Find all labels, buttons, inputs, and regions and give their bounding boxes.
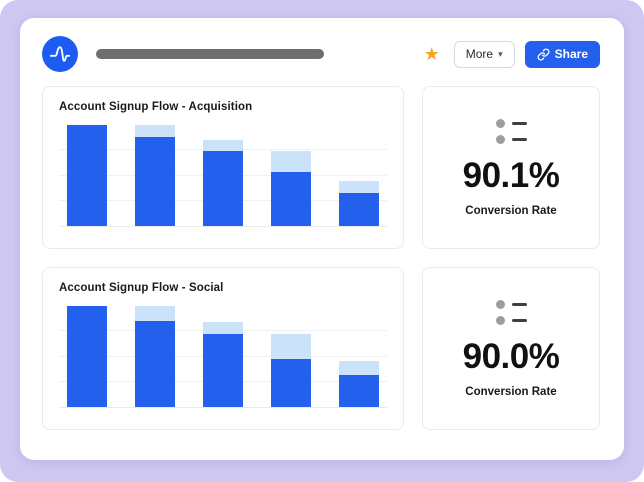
more-button-label: More — [465, 47, 494, 61]
metric-panel-acquisition[interactable]: 90.1% Conversion Rate — [422, 86, 600, 249]
funnel-bar[interactable] — [67, 125, 107, 226]
metric-legend — [495, 118, 527, 144]
legend-dash-icon — [511, 302, 527, 306]
funnel-chart — [59, 125, 387, 227]
funnel-bar[interactable] — [203, 306, 243, 407]
chart-panel-acquisition[interactable]: Account Signup Flow - Acquisition — [42, 86, 404, 249]
bar-converted-segment — [67, 125, 107, 226]
share-button[interactable]: Share — [524, 40, 600, 68]
share-button-label: Share — [554, 47, 588, 61]
funnel-bar[interactable] — [135, 125, 175, 226]
funnel-bar[interactable] — [271, 306, 311, 407]
funnel-bar[interactable] — [271, 125, 311, 226]
funnel-bars — [59, 306, 387, 407]
bar-converted-segment — [271, 172, 311, 226]
funnel-chart — [59, 306, 387, 408]
legend-dash-icon — [511, 137, 527, 141]
bar-converted-segment — [203, 334, 243, 407]
conversion-rate-value: 90.1% — [462, 155, 560, 195]
amplitude-logo-icon[interactable] — [42, 36, 78, 72]
legend-dot-icon — [495, 299, 505, 309]
dashboard-title-placeholder — [96, 49, 324, 59]
bar-converted-segment — [67, 306, 107, 407]
bar-converted-segment — [339, 192, 379, 226]
dashboard-card: ★ More ▾ Share Account Signup Flow - Acq… — [20, 18, 624, 460]
funnel-bar[interactable] — [203, 125, 243, 226]
metric-legend — [495, 299, 527, 325]
link-icon — [537, 47, 550, 61]
funnel-bar[interactable] — [339, 125, 379, 226]
chart-panel-social[interactable]: Account Signup Flow - Social — [42, 267, 404, 430]
dashboard-row: Account Signup Flow - Acquisition — [42, 86, 600, 249]
dashboard-row: Account Signup Flow - Social — [42, 267, 600, 430]
funnel-bar[interactable] — [67, 306, 107, 407]
header: ★ More ▾ Share — [20, 18, 624, 86]
bar-converted-segment — [271, 358, 311, 407]
logo-wave-icon — [49, 46, 71, 62]
legend-dot-icon — [495, 315, 505, 325]
legend-dot-icon — [495, 134, 505, 144]
legend-dash-icon — [511, 121, 527, 125]
legend-row — [495, 315, 527, 325]
chevron-down-icon: ▾ — [498, 48, 503, 59]
legend-row — [495, 299, 527, 309]
chart-title: Account Signup Flow - Acquisition — [59, 101, 253, 113]
legend-row — [495, 134, 527, 144]
funnel-bars — [59, 125, 387, 226]
conversion-rate-label: Conversion Rate — [465, 204, 557, 217]
favorite-star-icon[interactable]: ★ — [423, 44, 440, 64]
bar-converted-segment — [135, 137, 175, 226]
conversion-rate-label: Conversion Rate — [465, 385, 557, 398]
funnel-bar[interactable] — [135, 306, 175, 407]
legend-row — [495, 118, 527, 128]
bar-converted-segment — [339, 374, 379, 407]
funnel-bar[interactable] — [339, 306, 379, 407]
more-button[interactable]: More ▾ — [453, 40, 515, 68]
legend-dash-icon — [511, 318, 527, 322]
chart-title: Account Signup Flow - Social — [59, 282, 224, 294]
legend-dot-icon — [495, 118, 505, 128]
conversion-rate-value: 90.0% — [462, 336, 560, 376]
bar-converted-segment — [203, 151, 243, 226]
bar-converted-segment — [135, 321, 175, 407]
metric-panel-social[interactable]: 90.0% Conversion Rate — [422, 267, 600, 430]
